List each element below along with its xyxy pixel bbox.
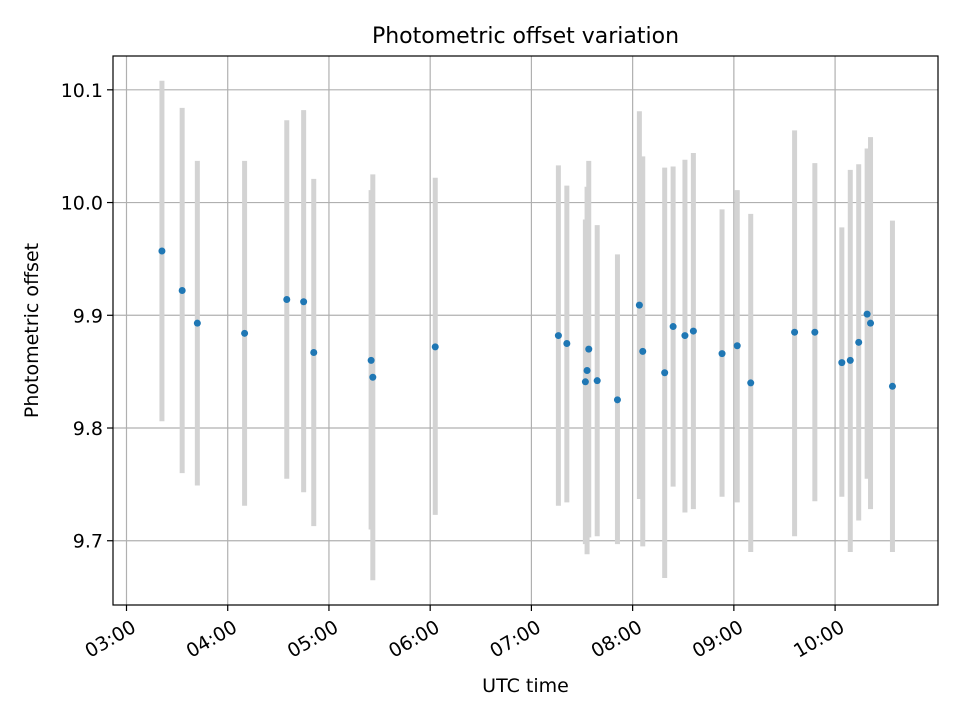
data-point <box>733 342 741 350</box>
data-point <box>681 332 689 340</box>
data-point <box>811 328 819 336</box>
grid-lines <box>113 56 938 605</box>
data-point <box>867 319 875 327</box>
data-point <box>635 301 643 309</box>
data-point <box>193 319 201 327</box>
data-point <box>241 329 249 337</box>
axes-frame <box>112 55 939 606</box>
chart-title: Photometric offset variation <box>372 24 679 49</box>
data-point <box>310 348 318 356</box>
data-point <box>689 327 697 335</box>
data-points <box>158 247 896 404</box>
data-point <box>563 339 571 347</box>
data-point <box>855 338 863 346</box>
data-point <box>585 345 593 353</box>
data-point <box>583 367 591 375</box>
data-point <box>554 332 562 340</box>
data-point <box>178 286 186 294</box>
y-tick-label: 9.9 <box>73 305 103 327</box>
data-point <box>158 247 166 255</box>
data-point <box>300 298 308 306</box>
data-point <box>838 359 846 367</box>
data-point <box>661 369 669 377</box>
data-point <box>846 356 854 364</box>
data-point <box>369 373 377 381</box>
data-point <box>747 379 755 387</box>
data-point <box>888 382 896 390</box>
y-axis-label: Photometric offset <box>21 243 43 418</box>
y-tick-label: 10.1 <box>61 80 103 102</box>
data-point <box>718 350 726 358</box>
data-point <box>613 396 621 404</box>
y-tick-label: 9.8 <box>73 418 103 440</box>
data-point <box>581 378 589 386</box>
x-axis-label: UTC time <box>482 675 569 697</box>
data-point <box>863 310 871 318</box>
data-point <box>431 343 439 351</box>
data-point <box>283 295 291 303</box>
data-point <box>669 323 677 331</box>
data-point <box>367 356 375 364</box>
data-point <box>593 377 601 385</box>
axis-ticks: 03:00 04:00 05:00 06:00 07:00 08:00 09:00 10:00… <box>61 80 849 663</box>
y-tick-label: 10.0 <box>61 193 103 215</box>
data-point <box>639 347 647 355</box>
y-tick-label: 9.7 <box>73 531 103 553</box>
data-point <box>791 328 799 336</box>
